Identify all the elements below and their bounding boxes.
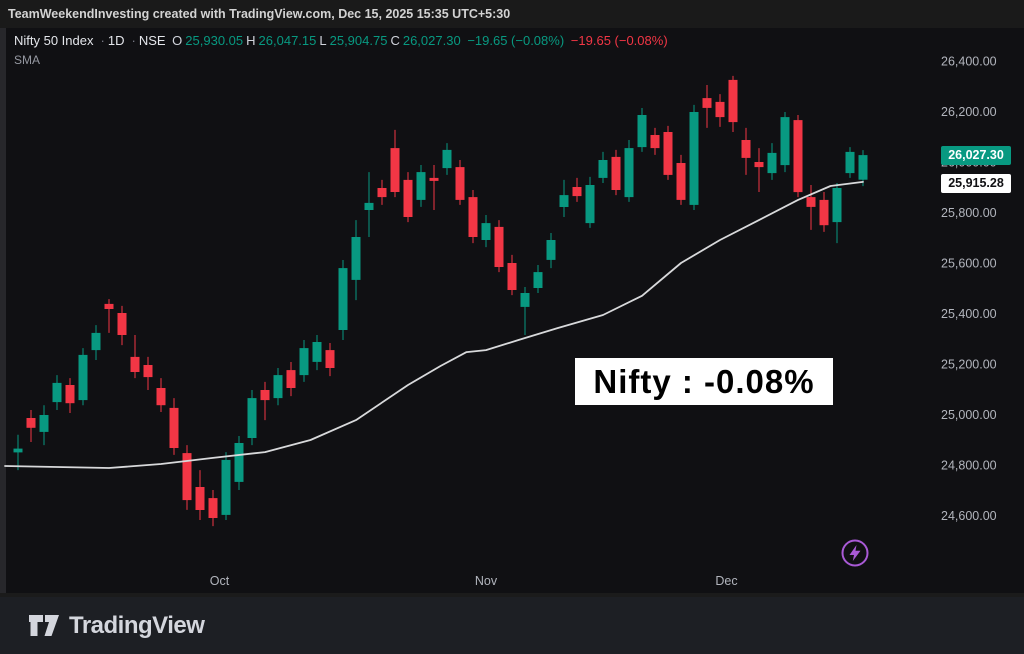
last-price-badge: 26,027.30 <box>941 145 1011 165</box>
svg-text:25,400.00: 25,400.00 <box>941 307 997 321</box>
svg-text:24,800.00: 24,800.00 <box>941 459 997 473</box>
low-label: L <box>319 33 327 48</box>
tradingview-logo-icon[interactable] <box>28 614 60 637</box>
candlestick-chart[interactable]: 26,400.0026,200.0026,000.0025,800.0025,6… <box>0 28 1024 593</box>
daily-change-value: −19.65 (−0.08%) <box>570 33 668 48</box>
svg-text:24,600.00: 24,600.00 <box>941 509 997 523</box>
tradingview-brand-text[interactable]: TradingView <box>69 611 205 639</box>
timeframe-label[interactable]: 1D <box>107 33 125 48</box>
boost-button[interactable] <box>839 537 871 569</box>
svg-text:Nov: Nov <box>475 574 498 588</box>
chart-background <box>6 28 1024 593</box>
sma-indicator-label[interactable]: SMA <box>14 53 41 67</box>
price-scale[interactable] <box>935 28 1024 565</box>
attribution-text: TeamWeekendInvesting created with Tradin… <box>8 7 511 21</box>
open-value: 25,930.05 <box>185 33 244 48</box>
close-label: C <box>390 33 400 48</box>
svg-text:25,000.00: 25,000.00 <box>941 408 997 422</box>
svg-text:Oct: Oct <box>210 574 230 588</box>
candles-group <box>13 75 868 527</box>
low-value: 25,904.75 <box>329 33 388 48</box>
svg-text:Dec: Dec <box>715 574 737 588</box>
svg-text:25,800.00: 25,800.00 <box>941 206 997 220</box>
legend-separator: · <box>131 33 136 48</box>
time-axis-labels: Oct Nov Dec <box>210 574 738 588</box>
intraday-change-value: −19.65 (−0.08%) <box>467 33 565 48</box>
exchange-label: NSE <box>138 33 166 48</box>
high-label: H <box>246 33 256 48</box>
sma-price-badge: 25,915.28 <box>941 173 1011 193</box>
lightning-bolt-icon <box>841 539 869 567</box>
close-value: 26,027.30 <box>402 33 461 48</box>
legend-separator: · <box>100 33 105 48</box>
price-axis-labels: 26,400.0026,200.0026,000.0025,800.0025,6… <box>941 55 997 524</box>
open-label: O <box>172 33 183 48</box>
left-margin-strip <box>0 28 6 593</box>
symbol-title[interactable]: Nifty 50 Index <box>14 33 94 48</box>
attribution-bar: TeamWeekendInvesting created with Tradin… <box>0 0 1024 28</box>
svg-text:26,400.00: 26,400.00 <box>941 55 997 69</box>
svg-text:25,600.00: 25,600.00 <box>941 257 997 271</box>
sma-line <box>4 180 864 469</box>
footer-bar: TradingView <box>0 597 1024 654</box>
svg-text:25,200.00: 25,200.00 <box>941 358 997 372</box>
high-value: 26,047.15 <box>258 33 317 48</box>
symbol-legend: Nifty 50 Index · 1D · NSE O 25,930.05 H 26,047.… <box>14 33 671 48</box>
annotation-text: Nifty : -0.08% <box>593 362 815 400</box>
svg-text:26,200.00: 26,200.00 <box>941 105 997 119</box>
nifty-change-annotation[interactable]: Nifty : -0.08% <box>575 358 833 405</box>
time-scale[interactable] <box>6 565 935 593</box>
